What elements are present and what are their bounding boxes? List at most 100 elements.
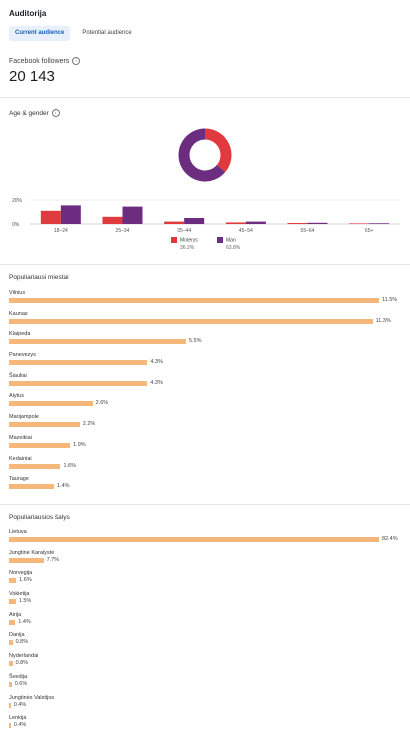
bar-label: Lietuva bbox=[9, 529, 27, 535]
bar-fill bbox=[9, 557, 44, 563]
bar-track bbox=[9, 380, 379, 386]
bar-label: Marijampole bbox=[9, 414, 39, 421]
bar-value: 2.2% bbox=[82, 421, 96, 428]
bar-value: 11.5% bbox=[382, 297, 398, 303]
bar-fill bbox=[9, 599, 16, 605]
bar-label: Airija bbox=[9, 611, 22, 618]
bar-track bbox=[9, 702, 379, 708]
bar-fill bbox=[9, 640, 13, 646]
bar-moterys bbox=[40, 210, 61, 224]
bar-fill bbox=[9, 318, 373, 324]
list-item: Šiauliai 4.3% bbox=[9, 373, 401, 394]
bar-fill bbox=[9, 619, 16, 625]
bar-fill bbox=[9, 442, 71, 448]
list-item: Vilnius 11.5% bbox=[9, 290, 401, 311]
bar-label: Lenkija bbox=[9, 715, 27, 722]
bar-label: Danija bbox=[9, 632, 25, 639]
bar-value: 1.4% bbox=[18, 618, 31, 625]
bar-man bbox=[60, 205, 81, 224]
bar-fill bbox=[9, 702, 11, 708]
bar-value: 1.6% bbox=[63, 462, 77, 469]
bar-man bbox=[122, 206, 143, 224]
list-item: Alytus 2.6% bbox=[9, 393, 401, 414]
tab-current-audience[interactable]: Current audience bbox=[9, 26, 71, 41]
followers-label: Facebook followers bbox=[9, 57, 70, 65]
age-gender-title: Age & gender bbox=[9, 109, 49, 117]
bar-value: 1.9% bbox=[73, 441, 86, 448]
bar-track bbox=[9, 640, 379, 646]
bar-fill bbox=[9, 681, 12, 687]
bar-value: 1.6% bbox=[19, 577, 32, 584]
list-item: Švedija 0.6% bbox=[9, 674, 401, 695]
bar-fill bbox=[9, 339, 186, 345]
bar-track bbox=[9, 661, 379, 667]
bar-track bbox=[9, 578, 379, 584]
bar-fill bbox=[9, 463, 61, 469]
list-item: Kaunas 11.3% bbox=[9, 311, 401, 332]
tab-potential-audience[interactable]: Potential audience bbox=[82, 30, 132, 36]
bar-label: Jungtinė Karalystė bbox=[9, 549, 55, 556]
list-item: Vokietija 1.5% bbox=[9, 591, 401, 612]
followers-count: 20 143 bbox=[9, 68, 55, 85]
legend-swatch-male bbox=[217, 237, 223, 243]
bar-track bbox=[9, 599, 379, 605]
bar-track bbox=[9, 557, 379, 563]
list-item: Marijampole 2.2% bbox=[9, 414, 401, 435]
bar-label: Šiauliai bbox=[9, 372, 27, 379]
bar-track bbox=[9, 537, 379, 542]
bar-track bbox=[9, 442, 379, 448]
info-icon[interactable]: i bbox=[72, 57, 81, 65]
x-tick-label: 25–34 bbox=[116, 228, 130, 232]
bar-track bbox=[9, 401, 379, 407]
bar-track bbox=[9, 298, 379, 303]
bar-moterys bbox=[287, 223, 308, 224]
list-item: Norvegija 1.6% bbox=[9, 570, 401, 591]
list-item: Danija 0.8% bbox=[9, 632, 401, 653]
bar-label: Panevezys bbox=[9, 352, 36, 359]
info-icon[interactable]: i bbox=[51, 109, 60, 117]
bar-label: Vilnius bbox=[9, 290, 26, 296]
cities-heading: Populiariausi miestai bbox=[9, 274, 69, 281]
divider bbox=[0, 504, 410, 505]
age-gender-heading: Age & gender i bbox=[9, 109, 60, 117]
list-item: Kedainiai 1.6% bbox=[9, 456, 401, 477]
legend-female[interactable]: Moterys 36.2% bbox=[171, 237, 198, 251]
bar-label: Klaipeda bbox=[9, 331, 31, 338]
list-item: Jungtinė Karalystė 7.7% bbox=[9, 550, 401, 571]
x-tick-label: 45–54 bbox=[239, 228, 253, 232]
bar-track bbox=[9, 463, 379, 469]
countries-bar-list: Lietuva 82.4% Jungtinė Karalystė 7.7% Norveg… bbox=[9, 529, 401, 736]
bar-value: 11.3% bbox=[375, 317, 391, 324]
audience-tabs: Current audience Potential audience bbox=[9, 26, 144, 41]
bar-value: 0.6% bbox=[14, 680, 28, 687]
bar-fill bbox=[9, 401, 93, 407]
bar-value: 4.3% bbox=[150, 359, 163, 366]
bar-track bbox=[9, 318, 379, 324]
legend-male[interactable]: Man 63.8% bbox=[217, 237, 240, 251]
bar-label: Švedija bbox=[9, 673, 28, 680]
bar-track bbox=[9, 360, 379, 366]
bar-fill bbox=[9, 537, 379, 542]
bar-man bbox=[369, 223, 390, 224]
cities-bar-list: Vilnius 11.5% Kaunas 11.3% Klaipeda 5.5% Panev… bbox=[9, 290, 401, 497]
countries-heading: Populiariausios šalys bbox=[9, 514, 70, 521]
bar-value: 82.4% bbox=[382, 536, 398, 542]
list-item: Airija 1.4% bbox=[9, 612, 401, 633]
bar-man bbox=[184, 218, 205, 224]
bar-man bbox=[245, 221, 266, 224]
bar-fill bbox=[9, 578, 17, 584]
list-item: Jungtinės Valstijos 0.4% bbox=[9, 695, 401, 716]
legend-swatch-female bbox=[171, 237, 177, 243]
followers-label-row: Facebook followers i bbox=[9, 57, 81, 65]
bar-value: 1.5% bbox=[18, 598, 32, 605]
bar-label: Nyderlandai bbox=[9, 653, 39, 660]
age-gender-chart: 0% 20% 18–24 25–34 35–44 45–54 55–64 65+ bbox=[12, 128, 400, 232]
bar-fill bbox=[9, 723, 11, 729]
x-tick-label: 18–24 bbox=[54, 228, 68, 232]
x-tick-label: 65+ bbox=[365, 228, 374, 232]
bar-track bbox=[9, 723, 379, 729]
legend-pct-male: 63.8% bbox=[226, 245, 241, 252]
bar-value: 7.7% bbox=[46, 556, 60, 563]
bar-fill bbox=[9, 484, 55, 490]
bar-label: Mazeikiai bbox=[9, 434, 32, 441]
